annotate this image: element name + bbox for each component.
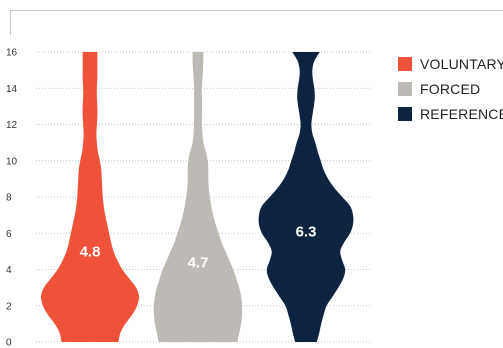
legend-swatch-reference	[398, 106, 412, 121]
legend-label-forced: FORCED	[420, 80, 481, 97]
legend-label-voluntary: VOLUNTARY	[420, 55, 503, 72]
legend: VOLUNTARY FORCED REFERENCE	[398, 51, 503, 126]
legend-item-reference: REFERENCE	[398, 101, 503, 126]
violin-label-forced: 4.7	[188, 254, 209, 271]
y-tick-label: 16	[6, 48, 18, 59]
legend-item-forced: FORCED	[398, 76, 503, 101]
y-tick-label: 6	[6, 229, 12, 240]
y-tick-label: 2	[6, 301, 12, 312]
y-tick-label: 14	[6, 84, 18, 95]
y-tick-label: 8	[6, 193, 12, 204]
violins	[40, 52, 354, 342]
violin-label-reference: 6.3	[296, 223, 317, 240]
legend-swatch-forced	[398, 81, 412, 96]
y-tick-label: 12	[6, 120, 18, 131]
legend-item-voluntary: VOLUNTARY	[398, 51, 503, 76]
legend-swatch-voluntary	[398, 56, 412, 71]
y-tick-label: 0	[6, 338, 12, 348]
legend-label-reference: REFERENCE	[420, 105, 503, 122]
chart-frame	[10, 10, 503, 35]
y-axis: 0 2 4 6 8 10 12 14 16	[6, 48, 18, 348]
violin-reference	[258, 52, 354, 342]
violin-forced	[153, 52, 243, 342]
violin-label-voluntary: 4.8	[80, 243, 101, 260]
y-tick-label: 4	[6, 265, 12, 276]
violin-voluntary	[40, 52, 140, 342]
y-tick-label: 10	[6, 156, 18, 167]
data-labels: 4.8 4.7 6.3	[80, 223, 317, 271]
